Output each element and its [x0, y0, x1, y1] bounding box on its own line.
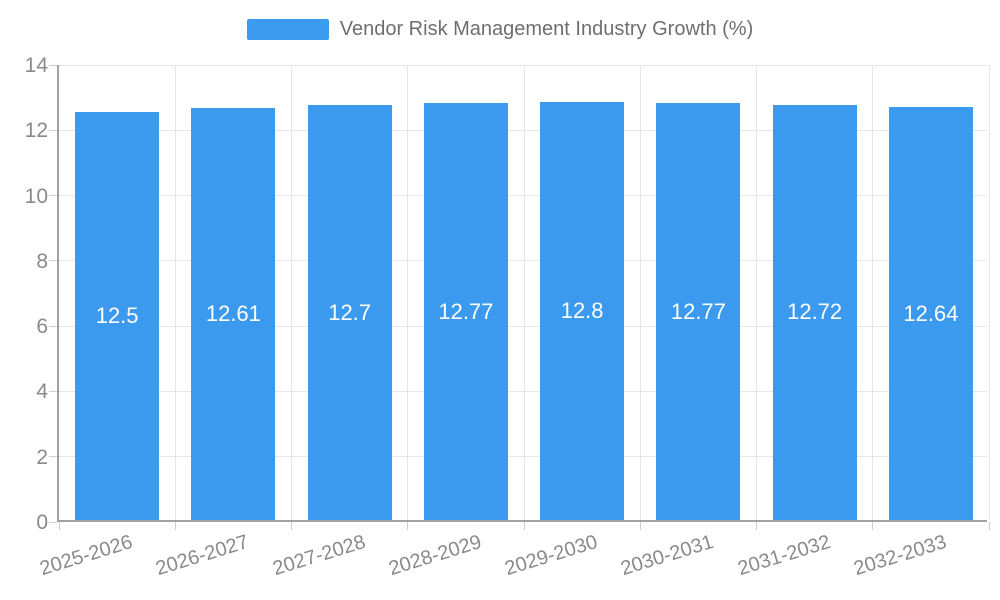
bar-2030-2031: 12.77	[656, 103, 741, 520]
gridline-horizontal	[59, 64, 987, 66]
bar-2026-2027: 12.61	[191, 108, 276, 520]
y-axis-label: 2	[36, 445, 48, 469]
gridline-horizontal	[59, 129, 987, 131]
legend-item[interactable]: Vendor Risk Management Industry Growth (…	[246, 18, 754, 41]
y-axis-label: 8	[36, 249, 48, 273]
bar-2032-2033: 12.64	[888, 107, 973, 520]
gridline-vertical	[523, 65, 525, 520]
bar-value-label: 12.72	[787, 299, 843, 325]
y-axis-tick	[49, 456, 57, 458]
bar-value-label: 12.77	[438, 298, 494, 324]
y-axis-label: 14	[24, 54, 48, 77]
gridline-horizontal	[59, 260, 987, 262]
y-axis-tick	[49, 195, 57, 197]
bar-value-label: 12.8	[560, 298, 604, 324]
y-axis-tick	[49, 521, 57, 523]
gridline-horizontal	[59, 325, 987, 327]
y-axis-label: 4	[36, 380, 48, 404]
y-axis-label: 12	[24, 119, 48, 143]
x-axis-tick	[872, 522, 874, 530]
plot-area: 12.5 12.61 12.7 12.77 12.8 12.77 12.72 12.64	[49, 64, 990, 530]
x-axis-tick	[407, 522, 409, 530]
legend-swatch-icon	[246, 19, 329, 40]
gridline-horizontal	[59, 195, 987, 197]
gridline-vertical	[174, 65, 176, 520]
bar-value-label: 12.5	[95, 302, 139, 328]
gridline-vertical	[872, 65, 874, 520]
x-axis-tick	[756, 522, 757, 530]
x-axis-tick	[291, 522, 292, 530]
x-axis-tick	[58, 522, 60, 530]
gridline-horizontal	[59, 456, 987, 458]
x-axis-tick	[639, 522, 641, 530]
legend: Vendor Risk Management Industry Growth (…	[0, 18, 1000, 41]
gridline-horizontal	[59, 390, 987, 392]
bar-2025-2026: 12.5	[75, 111, 160, 520]
y-axis-label: 0	[36, 511, 48, 534]
bar-2027-2028: 12.7	[307, 105, 392, 520]
y-axis-label: 10	[24, 184, 48, 208]
y-axis-tick	[49, 129, 57, 131]
bar-value-label: 12.61	[205, 301, 261, 327]
gridline-vertical	[639, 65, 641, 520]
bar-2031-2032: 12.72	[772, 104, 857, 520]
x-axis-tick	[523, 522, 525, 530]
y-axis-tick	[49, 260, 57, 262]
x-axis-tick	[988, 522, 990, 530]
bar-2029-2030: 12.8	[540, 102, 625, 520]
bar-value-label: 12.64	[903, 300, 959, 326]
gridline-vertical	[291, 65, 292, 520]
bar-value-label: 12.77	[670, 298, 726, 324]
y-axis-tick	[49, 64, 57, 66]
y-axis-tick	[49, 390, 57, 392]
bar-2028-2029: 12.77	[423, 103, 508, 520]
y-axis-tick	[49, 325, 57, 327]
legend-label: Vendor Risk Management Industry Growth (…	[339, 18, 754, 40]
gridline-vertical	[756, 65, 757, 520]
bar-value-label: 12.7	[328, 299, 372, 325]
gridline-vertical	[407, 65, 409, 520]
x-axis-tick	[174, 522, 176, 530]
gridline-vertical	[988, 65, 990, 520]
y-axis-label: 6	[36, 315, 48, 339]
